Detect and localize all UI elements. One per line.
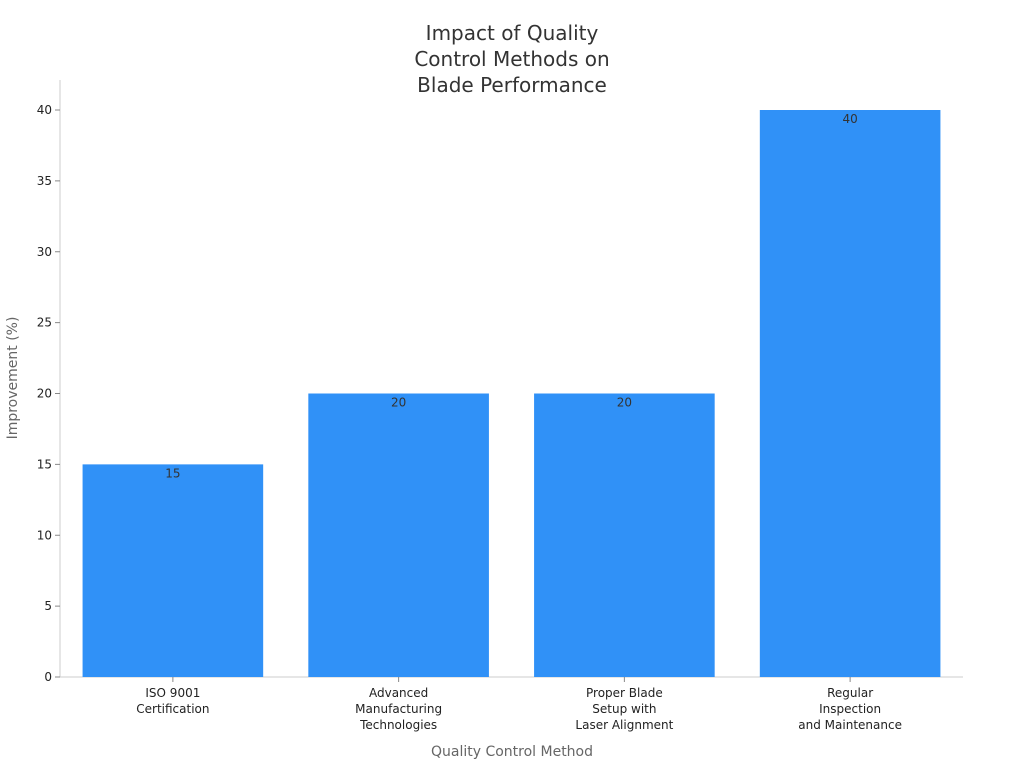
bar: [82, 464, 264, 677]
value-label: 15: [165, 466, 180, 480]
y-tick-label: 5: [44, 599, 52, 613]
chart-title: Impact of Quality Control Methods on Blade…: [414, 21, 609, 97]
y-tick-label: 25: [37, 316, 52, 330]
y-tick-label: 10: [37, 528, 52, 542]
x-tick-label: ISO 9001 Certification: [136, 686, 209, 716]
y-tick-label: 40: [37, 103, 52, 117]
value-label: 40: [842, 112, 857, 126]
x-tick-label: Proper Blade Setup with Laser Alignment: [575, 686, 673, 732]
y-tick-label: 35: [37, 174, 52, 188]
value-label: 20: [617, 396, 632, 410]
x-axis-label: Quality Control Method: [431, 744, 593, 760]
x-tick-label: Advanced Manufacturing Technologies: [355, 686, 442, 732]
bar: [308, 393, 489, 677]
y-tick-label: 15: [37, 457, 52, 471]
bar: [759, 110, 941, 677]
value-label: 20: [391, 396, 406, 410]
bar: [534, 393, 715, 677]
x-tick-label: Regular Inspection and Maintenance: [798, 686, 902, 732]
y-tick-label: 0: [44, 670, 52, 684]
y-axis-label: Improvement (%): [5, 317, 21, 440]
y-tick-label: 30: [37, 245, 52, 259]
y-tick-label: 20: [37, 387, 52, 401]
